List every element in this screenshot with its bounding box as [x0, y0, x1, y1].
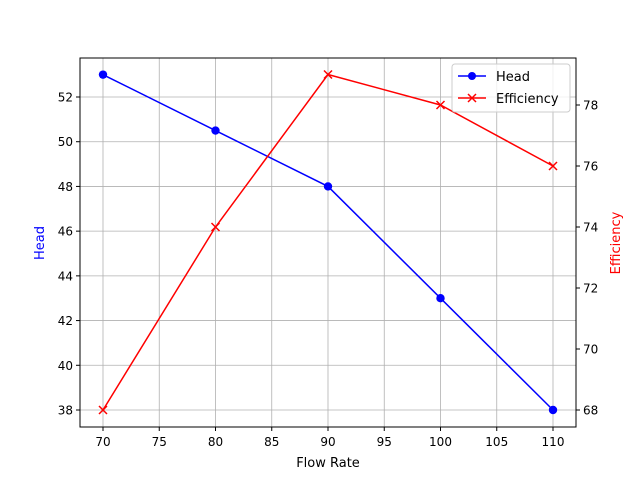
right-y-tick-label: 78 [583, 99, 598, 113]
right-y-tick-label: 72 [583, 282, 598, 296]
x-tick-label: 110 [542, 435, 565, 449]
right-y-tick-label: 68 [583, 404, 598, 418]
left-y-axis-ticks: 38 40 42 44 46 48 50 52 [58, 91, 80, 418]
data-point-marker [323, 69, 333, 80]
data-point-marker [211, 126, 220, 135]
data-point-marker [210, 222, 221, 232]
data-point-marker [98, 70, 108, 79]
x-tick-label: 90 [320, 435, 335, 449]
left-y-tick-label: 38 [58, 404, 73, 418]
left-y-tick-label: 44 [58, 269, 73, 283]
right-y-tick-label: 76 [583, 160, 598, 174]
grid-lines [80, 58, 576, 427]
left-y-tick-label: 42 [58, 314, 73, 328]
x-tick-label: 85 [264, 435, 279, 449]
legend-efficiency-label: Efficiency [496, 92, 559, 107]
data-point-marker [435, 100, 446, 110]
left-y-tick-label: 50 [58, 135, 73, 149]
x-tick-label: 70 [95, 435, 110, 449]
x-tick-label: 105 [485, 435, 508, 449]
data-point-marker [436, 294, 445, 303]
legend: Head Efficiency [451, 63, 571, 113]
left-y-tick-label: 46 [58, 225, 73, 239]
right-y-tick-label: 70 [583, 343, 598, 357]
x-tick-label: 95 [377, 435, 392, 449]
data-point-marker [98, 405, 108, 415]
right-y-tick-label: 74 [583, 221, 598, 235]
legend-head-marker-icon [468, 72, 476, 80]
x-axis-label: Flow Rate [296, 456, 360, 471]
left-y-tick-label: 52 [58, 91, 73, 105]
data-point-marker [323, 182, 333, 191]
left-y-axis-label: Head [33, 226, 48, 260]
x-tick-label: 80 [208, 435, 223, 449]
x-tick-label: 100 [429, 435, 452, 449]
data-point-marker [548, 405, 558, 415]
x-axis-ticks: 70 75 80 85 90 95 100 105 110 [95, 427, 564, 449]
right-y-axis-ticks: 68 70 72 74 76 78 [576, 99, 598, 418]
data-series [98, 69, 558, 415]
legend-efficiency-marker-icon [467, 93, 477, 103]
x-tick-label: 75 [152, 435, 167, 449]
left-y-tick-label: 40 [58, 359, 73, 373]
legend-head-label: Head [496, 70, 530, 85]
left-y-tick-label: 48 [58, 180, 73, 194]
right-y-axis-label: Efficiency [609, 211, 624, 274]
data-point-marker [548, 161, 558, 171]
